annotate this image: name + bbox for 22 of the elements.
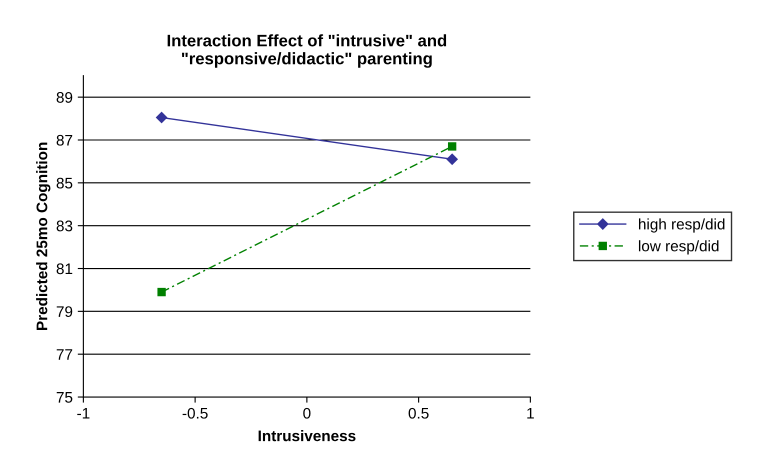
y-tick-label: 77 <box>56 349 72 360</box>
x-axis-title: Intrusiveness <box>258 430 356 442</box>
y-tick-label: 81 <box>56 263 72 274</box>
chart-title: Interaction Effect of "intrusive" and "responsive/didactic" parenting <box>168 34 446 68</box>
point <box>156 112 168 124</box>
legend-label: high resp/did <box>638 218 724 233</box>
y-tick-label: 85 <box>56 178 72 189</box>
x-tick-label: 0 <box>303 408 311 419</box>
x-tick-label: -1 <box>77 408 90 419</box>
y-tick-label: 75 <box>56 392 72 403</box>
x-tick-label: -0.5 <box>182 408 208 419</box>
y-tick-label: 87 <box>56 134 72 146</box>
y-tick-label: 79 <box>56 306 72 318</box>
point <box>157 288 166 296</box>
x-tick-label: 1 <box>527 408 534 419</box>
point <box>446 154 458 165</box>
legend-label: low resp/did <box>638 240 718 254</box>
y-tick-label: 89 <box>56 92 72 103</box>
y-axis-title: Predicted 25mo Cognition <box>36 142 50 330</box>
x-tick-label: 0.5 <box>408 408 429 419</box>
y-tick-label: 83 <box>56 220 72 232</box>
point <box>448 142 456 151</box>
